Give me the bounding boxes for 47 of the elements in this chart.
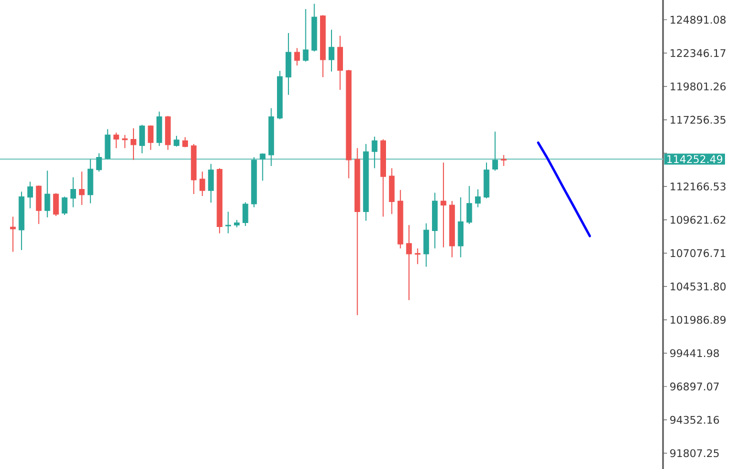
candlestick [294, 48, 300, 66]
candlestick [414, 248, 420, 265]
candlestick [200, 171, 206, 196]
candlestick [44, 170, 50, 218]
y-tick-label: 96897.07 [670, 382, 719, 390]
y-tick-label: 112166.53 [670, 182, 726, 190]
candlestick [242, 202, 248, 226]
y-tick-label: 107076.71 [670, 249, 726, 258]
candlestick [96, 152, 102, 172]
y-tick-label: 91807.25 [670, 449, 719, 458]
candlestick [225, 211, 232, 234]
candlestick [337, 35, 343, 90]
candlestick [139, 124, 145, 154]
y-tick-label: 119801.26 [670, 82, 726, 90]
y-tick-label: 94352.16 [670, 416, 719, 424]
candlestick [372, 136, 378, 169]
y-tick-label: 124891.08 [670, 16, 726, 24]
candlestick [122, 134, 128, 149]
candlestick [302, 8, 309, 62]
candlestick [466, 186, 472, 225]
candlestick [70, 176, 76, 208]
candlestick [500, 154, 507, 166]
candlestick [406, 224, 412, 301]
candlestick [53, 192, 59, 217]
candlestick [423, 222, 430, 268]
y-tick-label: 104531.80 [670, 282, 726, 290]
candlestick [10, 216, 16, 252]
y-tick-label: 122346.17 [670, 49, 726, 58]
candlestick [113, 132, 120, 149]
y-tick-label: 109621.62 [670, 216, 726, 224]
candlestick [104, 128, 110, 160]
candlestick [62, 196, 68, 216]
candlestick [130, 128, 136, 160]
candlestick [208, 163, 214, 204]
candlestick [148, 124, 154, 150]
candlestick [475, 188, 481, 208]
candlestick [27, 181, 33, 209]
candlestick [440, 162, 446, 248]
candlestick [260, 152, 266, 182]
candlestick [174, 135, 180, 148]
ref-line-label: 114252.49 [667, 155, 722, 164]
y-tick-label: 101986.89 [670, 316, 726, 324]
y-tick-label: 99441.98 [670, 349, 719, 358]
candlestick [492, 131, 498, 172]
candlestick [78, 171, 85, 206]
y-tick-label: 117256.35 [670, 116, 726, 124]
candlestick [328, 29, 334, 72]
